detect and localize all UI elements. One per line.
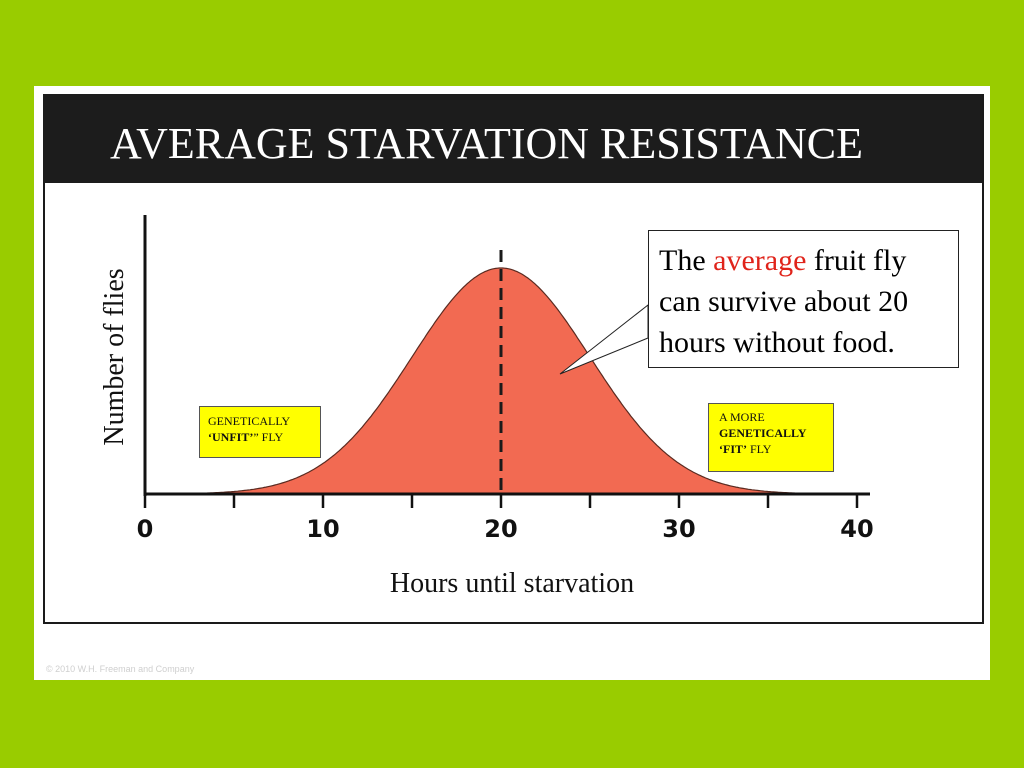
callout-text-end: fruit fly can survive about 20 hours wit…: [659, 244, 909, 359]
fit-label-line2: GENETICALLY: [719, 426, 807, 440]
copyright-text: © 2010 W.H. Freeman and Company: [46, 664, 195, 674]
callout-highlight: average: [713, 244, 807, 277]
x-tick-label: 0: [137, 515, 154, 543]
title-bar: [43, 94, 982, 183]
unfit-label-line1: GENETICALLY: [208, 414, 291, 428]
x-tick-label: 20: [484, 515, 517, 543]
x-tick-label: 10: [306, 515, 339, 543]
distribution-area: [207, 268, 795, 494]
x-axis-label: Hours until starvation: [390, 568, 634, 599]
callout-text-start: The: [659, 244, 714, 277]
fit-label-suffix: FLY: [747, 442, 772, 456]
fit-label-line1: A MORE: [719, 410, 765, 424]
callout-box: [648, 230, 959, 368]
x-tick-label: 40: [840, 515, 873, 543]
fit-fly-label: A MORE GENETICALLY ‘FIT’ FLY: [708, 403, 834, 472]
fit-label-bold: ‘FIT’: [719, 442, 747, 456]
unfit-label-suffix: ” FLY: [253, 430, 284, 444]
page-title: AVERAGE STARVATION RESISTANCE: [110, 119, 863, 168]
y-axis-label: Number of flies: [99, 268, 130, 445]
unfit-fly-label: GENETICALLY ‘UNFIT’” FLY: [199, 406, 321, 458]
unfit-label-bold: ‘UNFIT’: [208, 430, 254, 444]
callout-text: The average fruit fly can survive about …: [659, 240, 954, 363]
x-tick-label: 30: [662, 515, 695, 543]
distribution-curve: [207, 267, 795, 494]
